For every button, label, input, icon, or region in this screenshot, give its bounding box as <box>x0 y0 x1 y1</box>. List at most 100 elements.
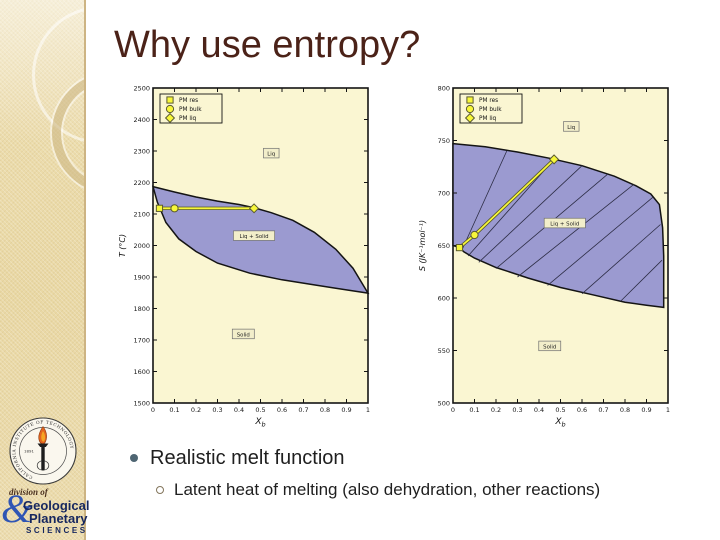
square-marker-icon <box>466 96 474 104</box>
tie-line <box>581 224 661 295</box>
circle-marker-icon <box>165 104 175 114</box>
bullet-list: Realistic melt function Latent heat of m… <box>114 443 704 504</box>
y-tick-label: 1900 <box>133 273 150 281</box>
y-tick-label: 800 <box>438 84 450 92</box>
y-axis-label: S (JK⁻¹mol⁻¹) <box>418 220 427 271</box>
x-tick-label: 0.9 <box>641 406 651 414</box>
x-tick-label: 0.3 <box>512 406 522 414</box>
region-label-box <box>231 328 255 340</box>
y-tick-label: 1600 <box>133 368 150 376</box>
legend-label: PM liq <box>179 116 197 122</box>
tie-line <box>517 184 634 278</box>
y-tick-label: 550 <box>438 347 450 355</box>
region-label: Liq <box>267 152 275 158</box>
x-tick-label: 0.6 <box>277 406 287 414</box>
legend-label: PM res <box>479 98 498 104</box>
tie-line <box>547 196 654 286</box>
x-tick-label: 0.1 <box>169 406 179 414</box>
entropy-phase-diagram-plot: 0 0.1 0.2 0.3 0.4 0.5 0.6 0.7 0.8 0.9 1 800 750 700 65… <box>418 84 670 429</box>
y-tick-label: 1500 <box>133 399 150 407</box>
square-marker-icon <box>155 204 164 212</box>
region-label: Liq + Solid <box>550 221 579 227</box>
diamond-marker-icon <box>464 112 476 124</box>
gps-division-of: division of <box>9 487 48 497</box>
temperature-phase-diagram-plot: 0 0.1 0.2 0.3 0.4 0.5 0.6 0.7 0.8 0.9 1 2500 2400 230… <box>118 84 370 429</box>
x-axis-label: Xb <box>554 417 565 429</box>
y-tick-label: 1800 <box>133 305 150 313</box>
region-label-box <box>233 230 275 241</box>
y-tick-label: 500 <box>438 399 450 407</box>
x-tick-label: 0 <box>451 406 455 414</box>
tie-line <box>620 259 663 302</box>
x-tick-label: 0.9 <box>341 406 351 414</box>
x-tick-label: 0.6 <box>577 406 587 414</box>
x-tick-label: 0.8 <box>620 406 630 414</box>
tie-line <box>467 159 555 257</box>
seal-year: 1891 <box>24 449 34 454</box>
gps-geological: Geological <box>23 498 90 513</box>
y-tick-label: 600 <box>438 294 450 302</box>
bullet-item-2: Latent heat of melting (also dehydration… <box>114 476 704 504</box>
y-tick-label: 2500 <box>133 84 150 92</box>
x-tick-label: 0.1 <box>469 406 479 414</box>
region-label-box <box>538 340 562 352</box>
tie-line <box>478 165 583 263</box>
x-tick-label: 0.4 <box>234 406 244 414</box>
region-label: Liq <box>567 125 575 131</box>
bullet-2-text: Latent heat of melting (also dehydration… <box>174 480 601 499</box>
legend-label: PM liq <box>479 116 497 122</box>
y-tick-label: 700 <box>438 189 450 197</box>
x-axis-label: Xb <box>254 417 265 429</box>
bullet-item-1: Realistic melt function <box>114 443 704 473</box>
torch-flame-icon <box>36 425 50 471</box>
y-axis-label: T (°C) <box>118 234 127 257</box>
x-tick-label: 0.4 <box>534 406 544 414</box>
gps-division-logo: division of & Geological Planetary SCIEN… <box>0 486 89 540</box>
square-marker-icon <box>455 244 464 252</box>
gps-planetary: Planetary <box>29 511 88 526</box>
diamond-marker-icon <box>248 203 260 214</box>
y-tick-label: 750 <box>438 137 450 145</box>
region-label: Liq + Solid <box>240 234 269 240</box>
y-tick-label: 2200 <box>133 179 150 187</box>
x-tick-label: 0.2 <box>491 406 501 414</box>
region-label-box <box>543 217 586 229</box>
region-label-box <box>263 147 280 159</box>
region-label-box <box>563 121 580 132</box>
x-tick-label: 0.5 <box>255 406 265 414</box>
circle-marker-icon <box>465 104 475 114</box>
y-tick-label: 1700 <box>133 336 150 344</box>
tie-line <box>461 150 508 251</box>
legend-label: PM bulk <box>479 107 502 113</box>
x-tick-label: 0.8 <box>320 406 330 414</box>
y-tick-label: 2400 <box>133 116 150 124</box>
caltech-seal-logo: CALIFORNIA INSTITUTE OF TECHNOLOGY 1891 <box>9 417 77 485</box>
diamond-marker-icon <box>548 154 560 165</box>
y-tick-label: 2100 <box>133 210 150 218</box>
x-tick-label: 0.2 <box>191 406 201 414</box>
region-label: Solid <box>543 344 556 350</box>
legend-label: PM bulk <box>179 107 202 113</box>
diamond-marker-icon <box>164 112 176 124</box>
x-tick-label: 1 <box>366 406 370 414</box>
bullet-circle-icon <box>156 486 164 494</box>
x-tick-label: 0 <box>151 406 155 414</box>
gps-ampersand: & <box>1 486 33 531</box>
slide-title: Why use entropy? <box>114 24 421 66</box>
x-tick-label: 1 <box>666 406 670 414</box>
x-tick-label: 0.7 <box>598 406 608 414</box>
x-tick-label: 0.7 <box>298 406 308 414</box>
x-tick-label: 0.3 <box>212 406 222 414</box>
bullet-dot-icon <box>130 454 138 462</box>
x-tick-label: 0.5 <box>555 406 565 414</box>
gps-sciences: SCIENCES <box>26 526 88 535</box>
y-tick-label: 2000 <box>133 242 150 250</box>
legend-label: PM res <box>179 98 198 104</box>
y-tick-label: 650 <box>438 242 450 250</box>
bullet-1-text: Realistic melt function <box>150 447 345 469</box>
circle-marker-icon <box>470 230 479 240</box>
y-tick-label: 2300 <box>133 147 150 155</box>
circle-marker-icon <box>170 204 179 213</box>
square-marker-icon <box>166 96 174 104</box>
